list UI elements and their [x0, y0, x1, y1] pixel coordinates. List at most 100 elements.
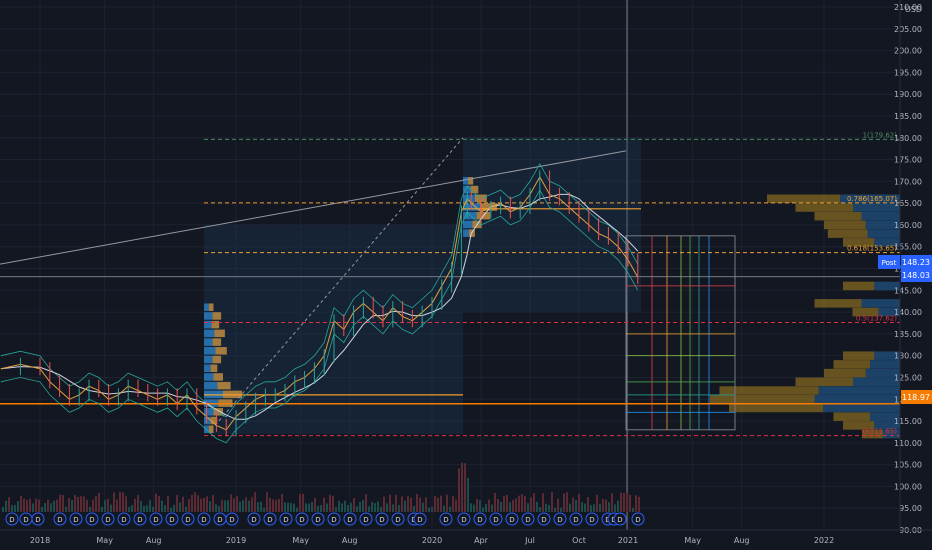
volume-bar	[380, 506, 382, 512]
dividend-marker-label: D	[153, 516, 158, 524]
dividend-marker[interactable]: D	[439, 512, 453, 526]
dividend-marker[interactable]: D	[5, 512, 19, 526]
dividend-marker[interactable]: D	[101, 512, 115, 526]
volume-bar	[317, 505, 319, 512]
dividend-marker-label: D	[363, 516, 368, 524]
dividend-marker[interactable]: D	[327, 512, 341, 526]
volume-bar	[119, 492, 121, 512]
dividend-markers[interactable]: DDDDDDDDDDDDDDDDDDDDDDDDDDDDDDDDDDDDDDDD…	[5, 512, 645, 526]
volume-bar	[29, 498, 31, 512]
dividend-marker[interactable]: D	[553, 512, 567, 526]
dividend-marker-label: D	[589, 516, 594, 524]
dividend-marker[interactable]: D	[197, 512, 211, 526]
volume-profile-bar	[814, 211, 862, 221]
volume-profile-bar	[878, 307, 900, 317]
dividend-marker-label: D	[89, 516, 94, 524]
volume-bar	[611, 493, 613, 512]
volume-bar	[245, 497, 247, 512]
fib-level-label: 0(111.65)	[863, 428, 898, 436]
time-tick-label: Oct	[572, 536, 586, 545]
dividend-marker[interactable]: D	[31, 512, 45, 526]
volume-bar	[263, 507, 265, 512]
fib-level-label: 1(179.62)	[863, 131, 898, 139]
volume-bar	[329, 494, 331, 512]
volume-bar	[185, 506, 187, 512]
dividend-marker[interactable]: D	[181, 512, 195, 526]
dividend-marker[interactable]: D	[311, 512, 325, 526]
dividend-marker[interactable]: D	[375, 512, 389, 526]
dividend-marker[interactable]: D	[343, 512, 357, 526]
dividend-marker[interactable]: D	[359, 512, 373, 526]
volume-bar	[227, 500, 229, 512]
dividend-marker-circle	[311, 512, 325, 526]
volume-bar	[299, 493, 301, 512]
dividend-marker[interactable]: D	[521, 512, 535, 526]
time-tick-label: May	[292, 536, 309, 545]
volume-profile-bar	[204, 373, 214, 381]
price-tick-label: 195.00	[894, 68, 922, 77]
dividend-marker[interactable]: D	[489, 512, 503, 526]
volume-bar	[209, 501, 211, 512]
price-tick-label: 115.00	[894, 417, 922, 426]
volume-profile-bar	[214, 329, 225, 338]
time-axis[interactable]: 2018 May Aug 2019 May Aug 2020 Apr Jul Oct 2021 May…	[0, 529, 932, 545]
dividend-marker[interactable]: D	[295, 512, 309, 526]
dividend-marker[interactable]: D	[537, 512, 551, 526]
volume-profile-bar	[211, 320, 220, 329]
dividend-marker[interactable]: D	[457, 512, 471, 526]
dividend-marker[interactable]: D	[213, 512, 227, 526]
dividend-marker[interactable]: D	[413, 512, 427, 526]
dividend-marker[interactable]: D	[149, 512, 163, 526]
dividend-marker[interactable]: D	[473, 512, 487, 526]
dividend-marker[interactable]: D	[133, 512, 147, 526]
dividend-marker[interactable]: D	[85, 512, 99, 526]
dividend-marker[interactable]: D	[391, 512, 405, 526]
dividend-marker-label: D	[417, 516, 422, 524]
volume-bar	[476, 498, 478, 512]
volume-profile-bar	[852, 203, 900, 212]
dividend-marker[interactable]: D	[585, 512, 599, 526]
dividend-marker-label: D	[57, 516, 62, 524]
volume-bar	[65, 506, 67, 512]
volume-profile-bar	[729, 403, 824, 413]
volume-bar	[110, 504, 112, 512]
volume-bar	[167, 496, 169, 512]
volume-bar	[95, 495, 97, 512]
volume-bar	[215, 504, 217, 512]
volume-profile-bar	[204, 312, 213, 320]
dividend-marker[interactable]: D	[569, 512, 583, 526]
volume-profile-bar	[843, 281, 875, 291]
dividend-marker[interactable]: D	[263, 512, 277, 526]
dividend-marker[interactable]: D	[19, 512, 33, 526]
dividend-marker-circle	[537, 512, 551, 526]
dividend-marker[interactable]: D	[247, 512, 261, 526]
volume-bar	[518, 495, 520, 512]
volume-profile-bar	[710, 395, 815, 404]
dividend-marker[interactable]: D	[631, 512, 645, 526]
volume-profile-bar	[468, 177, 474, 185]
dividend-marker[interactable]: D	[279, 512, 293, 526]
volume-bar	[14, 505, 16, 512]
dividend-marker-label: D	[509, 516, 514, 524]
dividend-marker[interactable]: D	[225, 512, 239, 526]
volume-bar	[497, 498, 499, 512]
volume-bar	[146, 505, 148, 512]
price-label-value: 148.23	[902, 258, 930, 267]
dividend-marker[interactable]: D	[53, 512, 67, 526]
price-labels: Post 148.23 148.03 118.97	[878, 255, 932, 404]
dividend-marker[interactable]: D	[613, 512, 627, 526]
dividend-marker-label: D	[283, 516, 288, 524]
volume-bar	[314, 497, 316, 512]
volume-bar	[233, 498, 235, 512]
dividend-marker[interactable]: D	[69, 512, 83, 526]
bollinger-upper	[0, 163, 639, 418]
dividend-marker[interactable]: D	[505, 512, 519, 526]
dividend-marker[interactable]: D	[117, 512, 131, 526]
volume-bar	[275, 499, 277, 512]
volume-bar	[62, 495, 64, 512]
volume-bar	[113, 492, 115, 512]
volume-bar	[2, 507, 4, 512]
volume-profile-bar	[212, 338, 222, 346]
dividend-marker[interactable]: D	[165, 512, 179, 526]
